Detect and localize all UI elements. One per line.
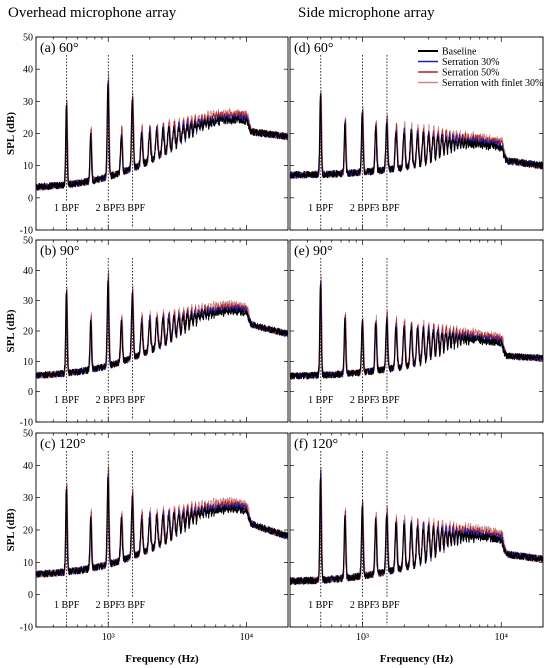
series-line-serration-30-: [289, 469, 544, 585]
y-tick-label: -10: [20, 418, 33, 429]
bpf-label: 1 BPF: [54, 203, 80, 214]
y-tick-label: -10: [20, 226, 33, 237]
y-tick-label: 10: [23, 161, 33, 172]
y-tick-label: 50: [23, 236, 33, 247]
x-tick-label: 10³: [356, 632, 369, 643]
y-axis-title: SPL (dB): [5, 508, 17, 551]
panel-d: 1 BPF 2 BPF 3 BPF (d) 60°: [289, 36, 544, 231]
series-line-baseline: [35, 83, 289, 191]
y-tick-label: 40: [23, 65, 33, 76]
series-line-baseline: [289, 94, 544, 179]
bpf-label: 1 BPF: [308, 203, 334, 214]
column-title-side: Side microphone array: [298, 5, 435, 21]
bpf-label: 3 BPF: [120, 600, 146, 611]
y-tick-label: 50: [23, 33, 33, 44]
series-line-serration-with-finlet-30-: [289, 90, 544, 179]
bpf-label: 1 BPF: [308, 395, 334, 406]
column-title-overhead: Overhead microphone array: [8, 5, 177, 21]
legend-entry: Serration 30%: [442, 57, 500, 68]
bpf-label: 2 BPF: [350, 203, 376, 214]
series-line-serration-with-finlet-30-: [289, 275, 544, 380]
legend-entry: Baseline: [442, 47, 477, 58]
panel-label: (d) 60°: [294, 41, 333, 56]
y-tick-label: 40: [23, 461, 33, 472]
bpf-label: 1 BPF: [54, 600, 80, 611]
y-axis-title: SPL (dB): [5, 112, 17, 155]
y-tick-label: 0: [28, 387, 33, 398]
bpf-label: 2 BPF: [96, 395, 122, 406]
y-tick-label: 20: [23, 327, 33, 338]
x-axis-title: Frequency (Hz): [125, 653, 199, 665]
panel-f: 10³ 10⁴ 1 BPF 2 BPF 3 BPF (f) 120° Frequency (…: [289, 432, 544, 665]
x-axis-title: Frequency (Hz): [380, 653, 454, 665]
legend-entry: Serration 50%: [442, 68, 500, 79]
series-line-baseline: [289, 478, 544, 586]
panel-c: -10 0 10 20 30 40 50 10³ 10⁴ 1 BPF 2 BPF 3 BPF (c) 1…: [5, 429, 289, 665]
panel-b: -10 0 10 20 30 40 50 1 BPF 2 BPF 3 BPF (b) 90° SPL …: [5, 236, 289, 429]
series-line-serration-30-: [289, 92, 544, 179]
x-tick-label: 10⁴: [494, 632, 508, 643]
bpf-label: 3 BPF: [120, 203, 146, 214]
bpf-label: 2 BPF: [96, 600, 122, 611]
y-tick-label: 10: [23, 558, 33, 569]
y-axis-title: SPL (dB): [5, 309, 17, 352]
series-line-baseline: [289, 284, 544, 380]
y-tick-label: 10: [23, 357, 33, 368]
y-tick-label: 20: [23, 129, 33, 140]
bpf-label: 2 BPF: [96, 203, 122, 214]
y-tick-label: 30: [23, 296, 33, 307]
y-tick-label: 0: [28, 590, 33, 601]
series-line-serration-with-finlet-30-: [289, 466, 544, 585]
y-tick-label: 30: [23, 97, 33, 108]
x-tick-label: 10⁴: [240, 632, 254, 643]
y-tick-label: 40: [23, 266, 33, 277]
legend-entry: Serration with finlet 30%: [442, 78, 543, 89]
bpf-label: 3 BPF: [374, 600, 400, 611]
y-tick-label: -10: [20, 623, 33, 634]
bpf-label: 1 BPF: [54, 395, 80, 406]
bpf-label: 2 BPF: [350, 600, 376, 611]
panel-label: (b) 90°: [40, 244, 79, 259]
bpf-label: 1 BPF: [308, 600, 334, 611]
bpf-label: 3 BPF: [374, 395, 400, 406]
y-tick-label: 20: [23, 526, 33, 537]
bpf-label: 3 BPF: [120, 395, 146, 406]
panel-label: (c) 120°: [40, 437, 86, 452]
panel-e: 1 BPF 2 BPF 3 BPF (e) 90°: [289, 239, 544, 423]
panel-a: -10 0 10 20 30 40 50 1 BPF 2 BPF 3 BPF (a) 60° SPL …: [5, 33, 289, 237]
panel-label: (e) 90°: [294, 244, 333, 259]
series-line-baseline: [35, 280, 289, 379]
x-tick-label: 10³: [102, 632, 115, 643]
panel-label: (a) 60°: [40, 41, 79, 56]
bpf-label: 3 BPF: [374, 203, 400, 214]
series-line-baseline: [35, 476, 289, 578]
panel-frame: [289, 36, 544, 231]
y-tick-label: 0: [28, 193, 33, 204]
bpf-label: 2 BPF: [350, 395, 376, 406]
y-tick-label: 50: [23, 429, 33, 440]
y-tick-label: 30: [23, 493, 33, 504]
panel-label: (f) 120°: [294, 437, 338, 452]
series-line-serration-30-: [289, 280, 544, 380]
